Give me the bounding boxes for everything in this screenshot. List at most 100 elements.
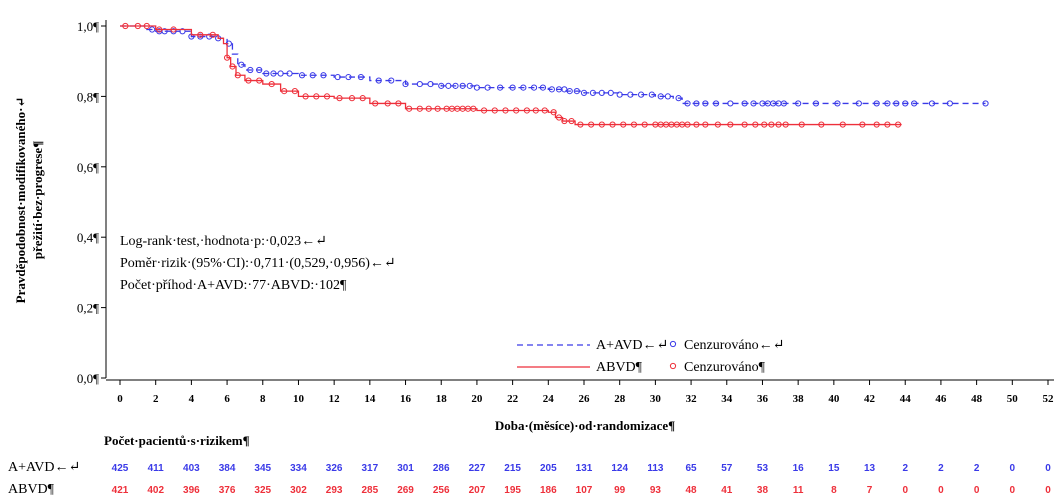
x-tick-label: 26 [579, 393, 591, 405]
censored-mark-a-avd [520, 84, 527, 91]
censored-mark-abvd [839, 121, 846, 128]
x-tick-label: 4 [189, 393, 195, 405]
censored-mark-abvd [502, 107, 509, 114]
legend-censored-label-abvd: Cenzurováno¶ [684, 360, 766, 375]
censored-mark-a-avd [812, 100, 820, 107]
y-tick-label: 0,8¶ [77, 89, 99, 104]
x-tick-label: 20 [471, 393, 483, 405]
censored-mark-abvd [406, 105, 413, 112]
risk-count-a-avd: 13 [864, 463, 876, 474]
x-tick-label: 28 [614, 393, 626, 405]
x-tick-label: 22 [507, 393, 519, 405]
x-tick-label: 44 [900, 393, 912, 405]
censored-mark-a-avd [298, 72, 306, 79]
censored-mark-abvd [359, 95, 366, 102]
censored-mark-abvd [684, 121, 691, 128]
risk-count-abvd: 41 [721, 485, 733, 496]
censored-mark-a-avd [286, 70, 293, 77]
censored-mark-a-avd [466, 82, 473, 89]
censored-mark-a-avd [539, 84, 547, 91]
annotations: Log-rank·test,·hodnota·p:·0,023←↵ Poměr·r… [120, 234, 396, 293]
risk-count-a-avd: 286 [433, 463, 450, 474]
censored-mark-abvd [143, 22, 150, 30]
censored-mark-abvd [170, 26, 177, 33]
risk-count-a-avd: 301 [397, 463, 414, 474]
censored-mark-abvd [630, 121, 638, 128]
censored-mark-abvd [782, 121, 789, 128]
x-tick-label: 24 [543, 393, 555, 405]
censored-mark-a-avd [566, 88, 573, 95]
censored-mark-a-avd [438, 82, 445, 89]
risk-count-a-avd: 113 [647, 463, 664, 474]
censored-mark-abvd [598, 121, 605, 128]
censored-mark-a-avd [589, 89, 597, 96]
censored-mark-abvd [156, 26, 163, 33]
censored-mark-abvd [470, 105, 477, 112]
censored-mark-a-avd [206, 33, 213, 40]
risk-count-abvd: 285 [362, 485, 379, 496]
risk-count-a-avd: 317 [362, 463, 379, 474]
censored-mark-a-avd [675, 95, 682, 102]
risk-count-a-avd: 0 [1010, 463, 1016, 474]
risk-count-abvd: 256 [433, 485, 450, 496]
censored-mark-a-avd [928, 100, 936, 107]
censored-mark-a-avd [270, 70, 277, 77]
risk-count-a-avd: 2 [902, 463, 908, 474]
legend-label-abvd: ABVD¶ [596, 360, 643, 375]
risk-count-a-avd: 131 [576, 463, 593, 474]
risk-count-abvd: 11 [793, 485, 804, 496]
censored-mark-abvd [372, 100, 379, 107]
censored-mark-abvd [229, 63, 236, 70]
censored-mark-abvd [752, 121, 759, 128]
censored-mark-a-avd [946, 100, 953, 107]
x-tick-label: 42 [864, 393, 876, 405]
risk-count-a-avd: 215 [504, 463, 521, 474]
censored-mark-a-avd [982, 100, 989, 107]
censored-mark-a-avd [911, 100, 918, 107]
censored-mark-a-avd [657, 93, 664, 100]
y-axis-title: Pravděpodobnost·modifikovaného·↵ přežití·… [13, 97, 45, 304]
x-axis-title: Doba·(měsíce)·od·randomizace¶ [495, 418, 675, 433]
censored-mark-a-avd [607, 89, 614, 96]
risk-count-a-avd: 0 [1045, 463, 1051, 474]
series-line-abvd [120, 25, 902, 126]
risk-count-abvd: 269 [397, 485, 414, 496]
y-tick-label: 1,0¶ [77, 19, 99, 34]
censored-mark-abvd [513, 107, 520, 114]
censored-mark-a-avd [530, 84, 538, 91]
censored-mark-a-avd [702, 100, 709, 107]
risk-count-abvd: 302 [290, 485, 307, 496]
x-tick-label: 52 [1043, 393, 1055, 405]
censored-mark-a-avd [664, 93, 671, 100]
risk-count-a-avd: 411 [148, 463, 165, 474]
x-tick-label: 8 [260, 393, 266, 405]
censored-mark-abvd [541, 107, 548, 114]
x-tick-label: 30 [650, 393, 662, 405]
x-tick-label: 38 [793, 393, 805, 405]
censored-mark-a-avd [277, 70, 284, 77]
risk-table-title: Počet·pacientů·s·rizikem¶ [104, 433, 250, 448]
risk-count-abvd: 195 [504, 485, 521, 496]
risk-count-a-avd: 16 [793, 463, 805, 474]
x-tick-label: 34 [721, 393, 733, 405]
x-tick-label: 48 [971, 393, 983, 405]
y-tick-label: 0,2¶ [77, 301, 99, 316]
censored-mark-a-avd [580, 89, 588, 96]
censored-mark-abvd [291, 88, 298, 95]
x-tick-label: 18 [436, 393, 448, 405]
censored-mark-abvd [555, 114, 563, 121]
censored-mark-a-avd [238, 61, 245, 68]
censored-mark-a-avd [309, 72, 316, 79]
risk-count-abvd: 376 [219, 485, 236, 496]
censored-mark-abvd [384, 100, 391, 107]
censored-mark-a-avd [893, 100, 900, 107]
risk-count-a-avd: 227 [469, 463, 486, 474]
risk-count-abvd: 0 [902, 485, 908, 496]
risk-count-abvd: 0 [1045, 485, 1051, 496]
censored-mark-a-avd [834, 100, 841, 107]
censored-mark-a-avd [197, 33, 204, 40]
censored-mark-abvd [268, 80, 275, 88]
censored-mark-a-avd [445, 82, 452, 89]
censored-mark-abvd [894, 121, 902, 128]
censored-mark-a-avd [741, 100, 748, 107]
